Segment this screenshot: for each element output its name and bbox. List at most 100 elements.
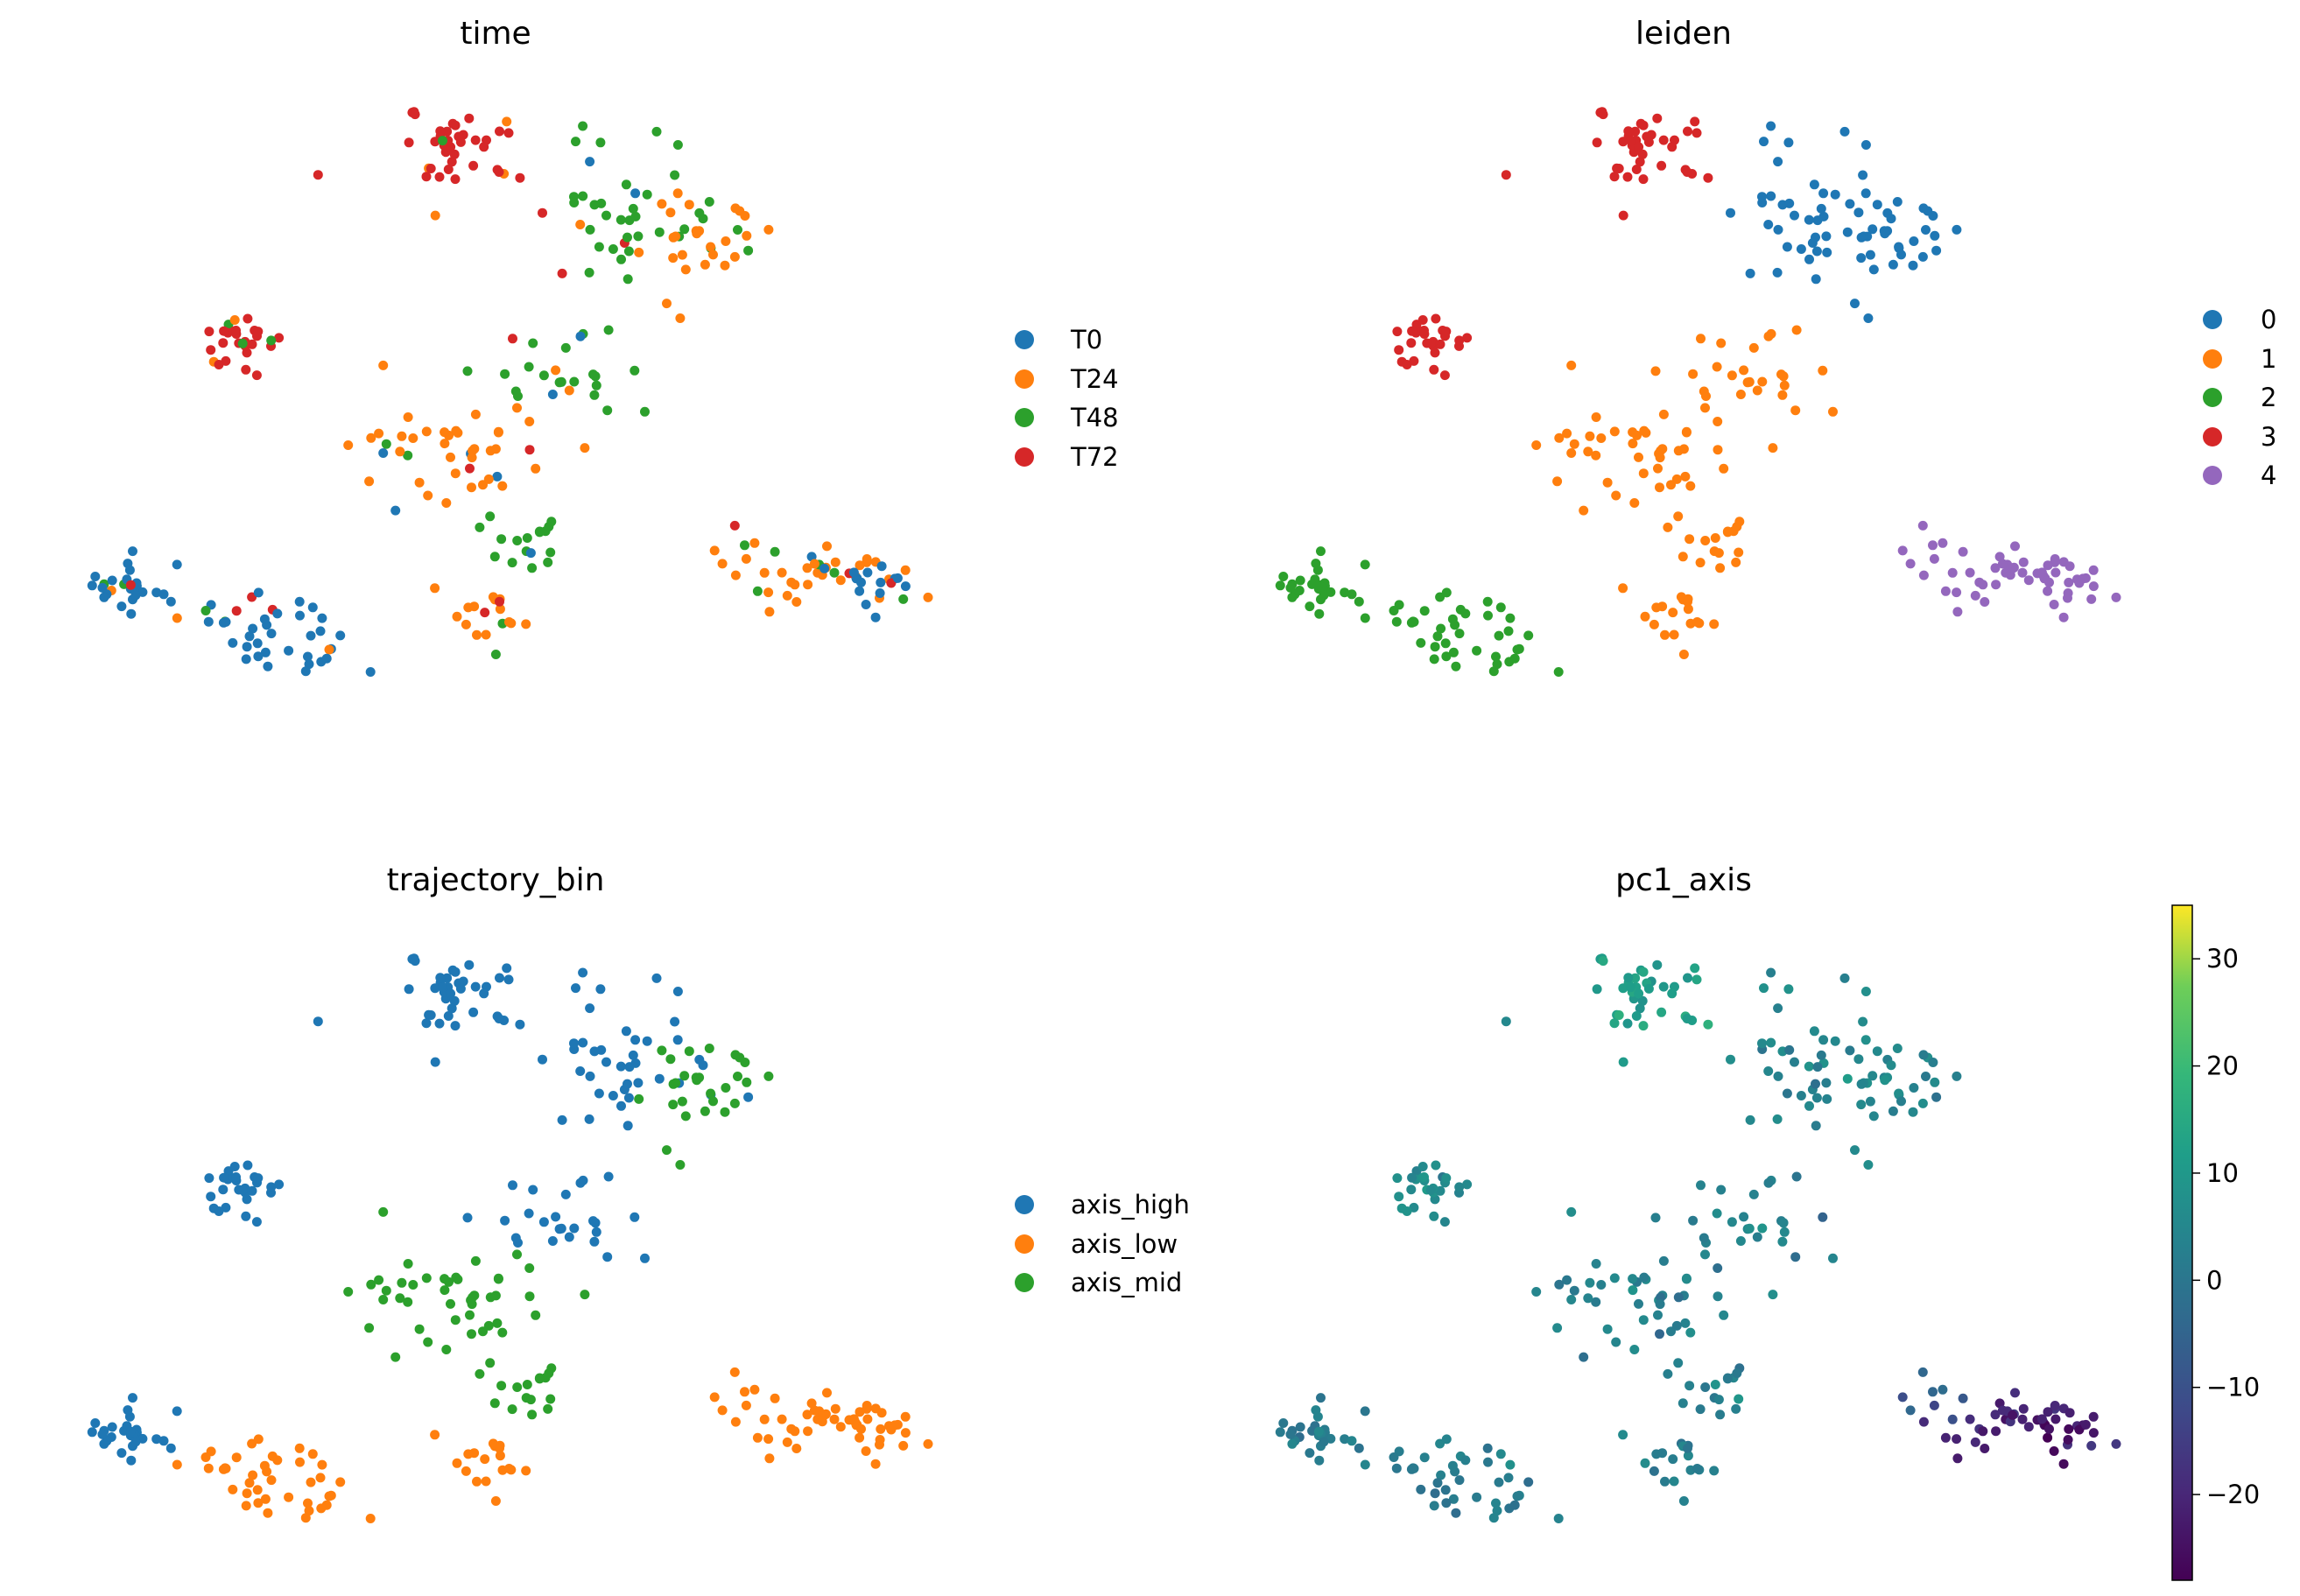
scatter-point — [1908, 260, 1918, 271]
scatter-point — [403, 1259, 413, 1269]
scatter-point — [214, 360, 224, 369]
scatter-point — [1635, 1003, 1645, 1014]
scatter-point — [1905, 1405, 1916, 1416]
scatter-point — [706, 242, 716, 252]
scatter-point — [1441, 587, 1452, 598]
scatter-point — [1716, 338, 1727, 348]
scatter-point — [741, 1400, 751, 1410]
scatter-point — [1952, 224, 1962, 235]
scatter-point — [315, 1473, 326, 1483]
scatter-point — [1690, 963, 1700, 974]
scatter-point — [790, 1426, 800, 1437]
scatter-point — [455, 983, 466, 994]
scatter-point — [259, 614, 270, 624]
scatter-point — [1658, 409, 1669, 419]
scatter-point — [642, 189, 652, 200]
scatter-point — [253, 1173, 264, 1184]
scatter-point — [1429, 1211, 1439, 1221]
scatter-point — [2080, 1419, 2091, 1430]
scatter-point — [522, 1380, 532, 1389]
scatter-point — [855, 1407, 865, 1417]
scatter-point — [1938, 1384, 1948, 1395]
scatter-point — [1631, 1011, 1642, 1021]
scatter-point — [1311, 559, 1321, 569]
scatter-point — [538, 1217, 549, 1227]
scatter-point — [200, 1452, 211, 1462]
scatter-point — [675, 313, 686, 323]
scatter-point — [1638, 1021, 1649, 1031]
scatter-point — [1637, 995, 1648, 1006]
scatter-point — [263, 1508, 273, 1518]
scatter-point — [634, 1093, 644, 1104]
legend-item: 0 — [2203, 305, 2276, 334]
scatter-point — [525, 1395, 536, 1405]
scatter-point — [467, 1329, 476, 1339]
scatter-point — [1531, 440, 1542, 450]
scatter-point — [1583, 446, 1593, 457]
scatter-point — [622, 274, 633, 285]
scatter-point — [1628, 427, 1638, 438]
scatter-point — [2088, 565, 2099, 575]
scatter-point — [2088, 581, 2099, 592]
scatter-point — [675, 1160, 686, 1170]
scatter-point — [569, 192, 579, 202]
scatter-point — [450, 1021, 461, 1031]
scatter-point — [2010, 1388, 2020, 1398]
scatter-point — [475, 1368, 485, 1379]
scatter-point — [365, 1514, 376, 1523]
scatter-point — [107, 575, 117, 586]
scatter-point — [1703, 172, 1713, 183]
scatter-point — [1791, 325, 1802, 335]
scatter-point — [1287, 1438, 1298, 1449]
scatter-point — [1655, 453, 1665, 463]
legend-label: T48 — [1070, 403, 1119, 432]
scatter-point — [2023, 1422, 2034, 1432]
scatter-point — [90, 572, 101, 581]
scatter-point — [633, 231, 644, 242]
scatter-point — [1441, 1498, 1452, 1508]
scatter-point — [1809, 179, 1819, 190]
scatter-point — [1752, 1232, 1762, 1242]
scatter-point — [524, 1208, 534, 1219]
scatter-point — [1980, 597, 1990, 607]
scatter-point — [295, 1457, 305, 1467]
scatter-point — [430, 983, 440, 994]
scatter-point — [876, 1424, 886, 1434]
panel-title: trajectory_bin — [387, 862, 605, 898]
scatter-point — [1845, 1045, 1855, 1056]
scatter-point — [556, 1223, 566, 1234]
scatter-point — [219, 326, 229, 336]
scatter-point — [672, 188, 683, 199]
scatter-point — [381, 439, 391, 449]
scatter-point — [1682, 1014, 1692, 1023]
scatter-point — [1562, 1275, 1572, 1285]
scatter-point — [1782, 1088, 1792, 1099]
scatter-point — [782, 1437, 792, 1447]
scatter-point — [1623, 126, 1634, 137]
scatter-point — [493, 1274, 503, 1284]
scatter-point — [294, 596, 305, 607]
scatter-point — [1651, 1449, 1662, 1459]
scatter-point — [378, 448, 389, 458]
scatter-point — [1618, 983, 1628, 994]
scatter-point — [580, 1290, 590, 1300]
scatter-point — [295, 610, 305, 621]
legend-item: axis_mid — [1015, 1268, 1182, 1297]
scatter-point — [1409, 1463, 1419, 1473]
scatter-point — [1678, 1496, 1689, 1506]
scatter-point — [668, 253, 679, 264]
scatter-point — [507, 1404, 517, 1415]
legend-item: T72 — [1015, 442, 1119, 472]
scatter-point — [125, 1426, 136, 1437]
scatter-point — [1448, 1494, 1459, 1504]
scatter-point — [862, 567, 873, 578]
scatter-point — [1638, 967, 1649, 977]
scatter-point — [423, 1337, 433, 1347]
scatter-point — [1757, 376, 1768, 387]
colorbar-gradient — [2171, 904, 2193, 1581]
legend: 0 1 2 3 4 — [2203, 305, 2276, 490]
scatter-point — [306, 630, 316, 641]
scatter-point — [571, 137, 580, 147]
scatter-point — [1928, 540, 1938, 551]
scatter-point — [2063, 1435, 2073, 1445]
